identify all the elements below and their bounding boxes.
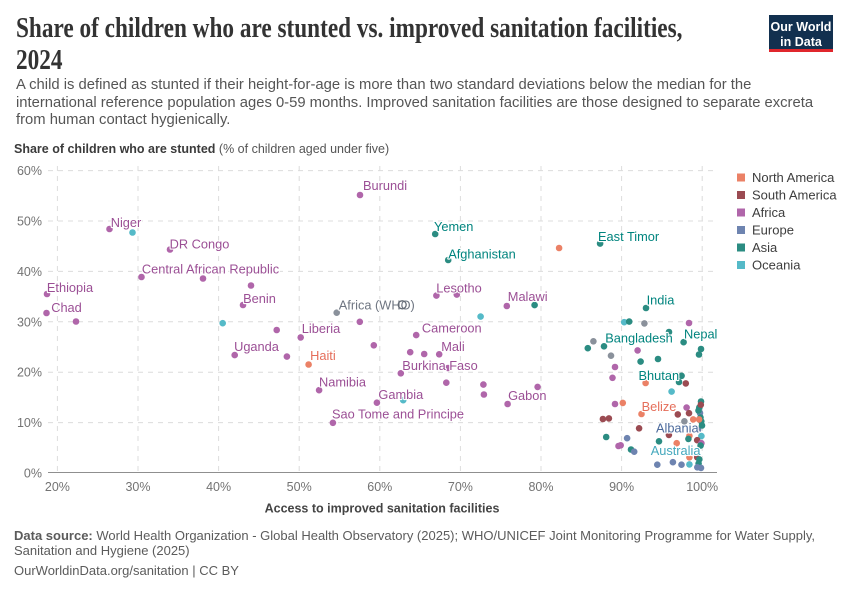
svg-text:Africa (WHO): Africa (WHO) — [339, 297, 415, 312]
svg-text:Belize: Belize — [642, 399, 677, 414]
svg-text:Namibia: Namibia — [319, 374, 367, 389]
svg-text:50%: 50% — [17, 215, 42, 229]
svg-text:Burkina Faso: Burkina Faso — [402, 358, 477, 373]
svg-text:Benin: Benin — [243, 291, 276, 306]
svg-text:Afghanistan: Afghanistan — [448, 246, 516, 261]
svg-text:Oceania: Oceania — [752, 258, 801, 273]
svg-text:40%: 40% — [17, 265, 42, 279]
svg-text:Sao Tome and Principe: Sao Tome and Principe — [332, 407, 464, 422]
svg-text:Malawi: Malawi — [508, 289, 548, 304]
svg-text:60%: 60% — [367, 480, 392, 494]
svg-text:Africa: Africa — [752, 205, 786, 220]
svg-text:90%: 90% — [609, 480, 634, 494]
svg-text:70%: 70% — [448, 480, 473, 494]
svg-text:Ethiopia: Ethiopia — [47, 280, 94, 295]
svg-text:Burundi: Burundi — [363, 178, 407, 193]
svg-text:0%: 0% — [24, 467, 42, 481]
svg-text:Liberia: Liberia — [302, 321, 341, 336]
svg-text:Nepal: Nepal — [684, 326, 717, 341]
svg-text:India: India — [647, 293, 676, 308]
svg-text:Bangladesh: Bangladesh — [605, 331, 673, 346]
svg-text:Bhutan: Bhutan — [639, 368, 680, 383]
svg-text:Gambia: Gambia — [378, 387, 424, 402]
svg-text:Lesotho: Lesotho — [436, 280, 482, 295]
svg-text:Cameroon: Cameroon — [422, 321, 482, 336]
svg-text:East Timor: East Timor — [598, 229, 660, 244]
svg-text:Australia: Australia — [651, 443, 702, 458]
svg-text:Central African Republic: Central African Republic — [142, 262, 280, 277]
svg-text:30%: 30% — [17, 315, 42, 329]
svg-text:10%: 10% — [17, 416, 42, 430]
svg-text:Europe: Europe — [752, 223, 794, 238]
svg-text:Niger: Niger — [111, 215, 142, 230]
svg-text:Gabon: Gabon — [508, 388, 546, 403]
svg-text:Haiti: Haiti — [310, 348, 336, 363]
svg-text:Albania: Albania — [656, 420, 700, 435]
svg-text:Access to improved sanitation: Access to improved sanitation facilities — [265, 502, 500, 516]
svg-text:Chad: Chad — [51, 300, 82, 315]
svg-text:Asia: Asia — [752, 240, 778, 255]
svg-text:60%: 60% — [17, 164, 42, 178]
svg-text:DR Congo: DR Congo — [170, 237, 230, 252]
svg-text:50%: 50% — [287, 480, 312, 494]
svg-text:Yemen: Yemen — [434, 219, 473, 234]
svg-text:80%: 80% — [528, 480, 553, 494]
svg-text:100%: 100% — [686, 480, 718, 494]
svg-text:20%: 20% — [45, 480, 70, 494]
svg-text:Mali: Mali — [441, 339, 464, 354]
svg-text:North America: North America — [752, 170, 835, 185]
svg-text:40%: 40% — [206, 480, 231, 494]
svg-text:30%: 30% — [125, 480, 150, 494]
svg-text:South America: South America — [752, 188, 837, 203]
svg-text:Uganda: Uganda — [234, 339, 280, 354]
svg-text:20%: 20% — [17, 366, 42, 380]
